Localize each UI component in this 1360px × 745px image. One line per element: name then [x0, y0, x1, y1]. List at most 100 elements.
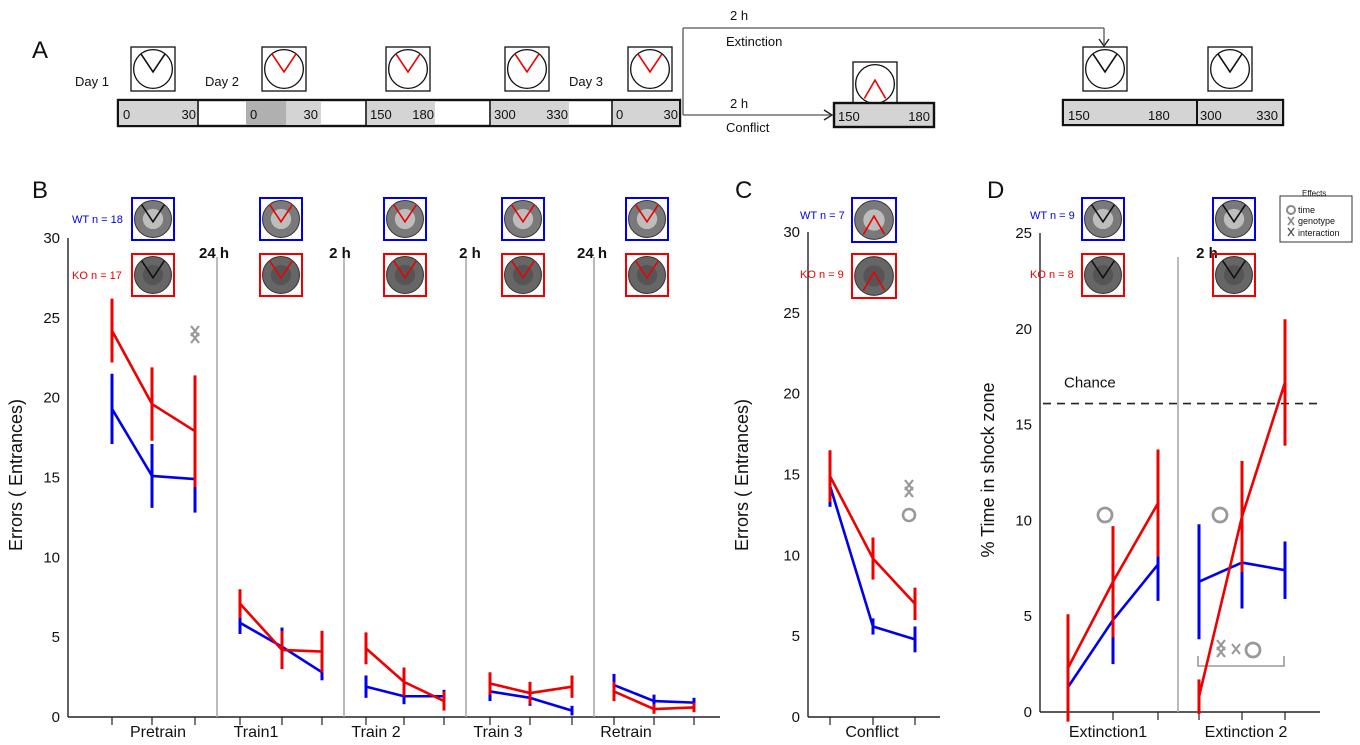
panel-b-y-tick-label: 5 — [52, 629, 60, 646]
panel-b-ko-point — [442, 699, 446, 703]
panel-d-y-tick-label: 10 — [1015, 512, 1032, 529]
shock-zone-marker — [140, 204, 166, 224]
arena-frame — [1081, 197, 1125, 241]
panel-b-ko-point — [692, 706, 696, 709]
panel-d-y-label: % Time in shock zone — [978, 382, 998, 557]
arena-icon — [131, 253, 175, 297]
shock-zone-marker — [392, 204, 418, 224]
arrow-head — [1098, 38, 1110, 48]
arena-frame — [131, 253, 175, 297]
arena-frame — [1212, 253, 1256, 297]
session-block — [613, 101, 679, 125]
shock-zone-marker — [637, 53, 663, 74]
day-label: Day 2 — [205, 74, 239, 89]
arena-icon — [501, 197, 545, 241]
panel-c-y-tick-label: 30 — [783, 224, 800, 241]
arena-icon — [852, 61, 898, 107]
panel-c-y-tick-label: 15 — [783, 467, 800, 484]
shock-zone-marker — [863, 78, 887, 99]
panel-c-ko-point — [913, 602, 917, 606]
panel-b-wt-point — [110, 407, 114, 411]
arena-icon — [851, 253, 897, 299]
shock-zone-marker — [140, 260, 166, 280]
panel-b-y-tick-label: 0 — [52, 709, 60, 726]
arena-frame — [1212, 197, 1256, 241]
legend-wt: WT n = 7 — [800, 210, 845, 222]
panel-d-ko-point — [1283, 381, 1287, 384]
shock-zone-marker — [1090, 204, 1116, 224]
panel-d-ko-point — [1240, 515, 1244, 518]
panel-c-ko-point — [828, 474, 832, 478]
legend-ko: KO n = 8 — [1030, 269, 1074, 281]
timeline-tick: 150 — [370, 107, 392, 122]
arena-icon — [504, 46, 550, 92]
panel-c-y-tick-label: 0 — [792, 709, 800, 726]
interaction-effect-icon — [1231, 643, 1241, 655]
shock-zone-marker — [1221, 204, 1247, 224]
panel-b-ko-point — [528, 691, 532, 695]
panel-d-ko-point — [1066, 666, 1070, 670]
timeline-tick: 330 — [546, 107, 568, 122]
time-effect-icon — [1096, 506, 1114, 524]
effects-legend-interaction: interaction — [1298, 228, 1340, 238]
day-label: Day 3 — [569, 74, 603, 89]
panel-d-y-tick-label: 15 — [1015, 417, 1032, 434]
arena-frame — [259, 197, 303, 241]
timeline-tick: 0 — [250, 107, 257, 122]
arena-icon — [130, 46, 176, 92]
arena-icon — [851, 197, 897, 243]
panel-d-y-tick-label: 20 — [1015, 321, 1032, 338]
arena-circle — [263, 48, 305, 90]
arena-icon — [1081, 253, 1125, 297]
session-block-dark — [246, 101, 286, 125]
time-effect-icon — [1211, 506, 1229, 524]
branch-time: 2 h — [730, 8, 748, 23]
extinction-box — [1061, 98, 1285, 127]
timeline-tick: 180 — [412, 107, 434, 122]
panel-c-y-label: Errors ( Entrances) — [732, 399, 752, 551]
panel-b-wt-point — [150, 474, 154, 478]
arena-frame — [504, 46, 550, 92]
panel-b-phase-label: Train 2 — [351, 724, 400, 741]
panel-d-y-tick-label: 25 — [1015, 225, 1032, 242]
shock-zone-marker — [268, 204, 294, 224]
time-effect-icon — [901, 507, 917, 523]
arena-circle — [506, 48, 548, 90]
session-divider — [1196, 101, 1198, 124]
genotype-effect-icon — [904, 479, 914, 498]
shock-zone-marker — [268, 260, 294, 280]
session-block — [119, 101, 197, 125]
shock-zone-marker — [395, 53, 421, 74]
panel-b-ko-point — [110, 329, 114, 333]
panel-c-y-tick-label: 5 — [792, 628, 800, 645]
panel-d-ko-point — [1197, 695, 1201, 699]
branch-label: Extinction — [726, 34, 782, 49]
arena-icon — [1082, 46, 1128, 92]
arena-frame — [259, 253, 303, 297]
panel-b-phase-label: Train1 — [234, 724, 279, 741]
branch-time: 2 h — [730, 96, 748, 111]
panel-b-ko-point — [402, 680, 406, 684]
arena-frame — [1082, 46, 1128, 92]
panel-d-ko-point — [1156, 501, 1160, 505]
panel-b-y-tick-label: 20 — [43, 390, 60, 407]
arena-frame — [1081, 253, 1125, 297]
separator-label: 2 h — [459, 245, 481, 262]
panel-a-label: A — [32, 37, 48, 64]
arena-icon — [625, 197, 669, 241]
genotype-effect-icon — [1216, 639, 1226, 658]
chance-label: Chance — [1064, 375, 1116, 392]
arena-icon — [385, 46, 431, 92]
panel-d-ko-point — [1111, 580, 1115, 584]
shock-zone-marker — [1090, 260, 1116, 280]
panel-b-wt-point — [238, 621, 242, 625]
panel-b-ko-point — [150, 402, 154, 406]
arena-frame — [851, 253, 897, 299]
panel-c-y-tick-label: 20 — [783, 386, 800, 403]
panel-b-ko-point — [570, 685, 574, 689]
genotype-effect-icon — [1287, 216, 1295, 226]
arena-circle — [1209, 48, 1251, 90]
panel-d-y-tick-label: 0 — [1024, 704, 1032, 721]
arena-frame — [501, 197, 545, 241]
shock-zone-marker — [271, 53, 297, 74]
